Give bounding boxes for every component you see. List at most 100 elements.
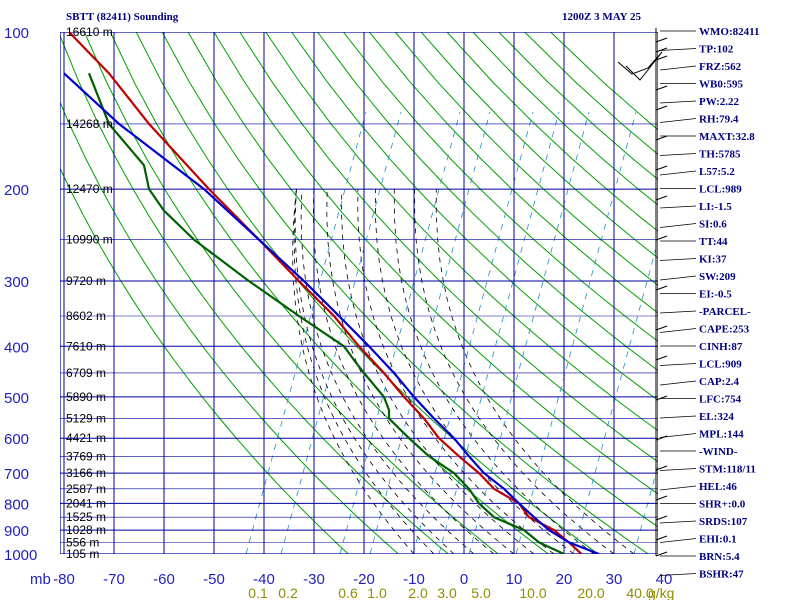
height-label: 5129 m — [66, 411, 106, 425]
mixing-ratio-line — [369, 111, 491, 554]
index-connector — [659, 48, 697, 51]
index-connector — [659, 433, 697, 438]
sounding-index: KI:37 — [699, 254, 727, 266]
moist-adiabat — [435, 189, 635, 554]
wind-barb — [655, 395, 668, 401]
mixing-ratio-label: 10.0 — [519, 585, 546, 600]
temperature-tick-label: -60 — [153, 571, 175, 588]
sounding-indices: WMO:82411 TP:102 FRZ:562 WB0:595 PW:2.22 RH:7… — [659, 26, 760, 581]
pressure-tick-label: 600 — [4, 431, 29, 448]
height-label: 2587 m — [66, 482, 106, 496]
dry-adiabat — [60, 34, 449, 554]
sounding-index: LI:-1.5 — [699, 201, 732, 213]
sounding-index: -WIND- — [699, 446, 738, 458]
sounding-index: HEL:46 — [699, 481, 737, 493]
sounding-index: L57:5.2 — [699, 166, 735, 178]
wind-barb — [655, 37, 668, 43]
index-connector — [659, 415, 697, 419]
wind-barb — [655, 515, 668, 521]
index-connector — [659, 65, 697, 71]
temperature-tick-label: -10 — [403, 571, 425, 588]
sounding-index: SRDS:107 — [699, 516, 748, 528]
mixing-ratio-label: 3.0 — [437, 585, 457, 600]
height-label: 3166 m — [66, 466, 106, 480]
temperature-tick-label: -40 — [253, 571, 275, 588]
mixing-ratio-label: 1.0 — [367, 585, 387, 600]
dry-adiabat — [472, 32, 658, 206]
pressure-tick-label: 100 — [4, 25, 29, 42]
wind-barb — [655, 165, 668, 171]
height-label: 9720 m — [66, 274, 106, 288]
index-connector — [659, 363, 697, 366]
wind-barb — [655, 325, 668, 331]
mixing-ratio-label: 2.0 — [408, 585, 428, 600]
wind-barb — [655, 195, 668, 201]
index-connector — [659, 328, 697, 333]
mixing-ratio-line — [468, 111, 590, 554]
wind-barb — [655, 235, 668, 241]
mixing-ratio-line — [339, 111, 461, 554]
pressure-tick-label: 800 — [4, 496, 29, 513]
temperature-tick-label: -50 — [203, 571, 225, 588]
height-label: 16610 m — [66, 25, 113, 39]
sounding-time: 1200Z 3 MAY 25 — [562, 11, 641, 23]
height-label: 7610 m — [66, 339, 106, 353]
sounding-index: RH:79.4 — [699, 114, 739, 126]
mixing-ratio-line — [245, 111, 367, 554]
index-connector — [659, 520, 697, 524]
sounding-index: BRN:5.4 — [699, 551, 740, 563]
wind-barb — [655, 495, 668, 501]
sounding-index: PW:2.22 — [699, 96, 740, 108]
sounding-index: CINH:87 — [699, 341, 743, 353]
index-connector — [659, 380, 697, 386]
mixing-ratio-label: 20.0 — [577, 585, 604, 600]
temperature-line — [68, 32, 583, 554]
height-label: 8602 m — [66, 309, 106, 323]
dry-adiabat — [524, 32, 658, 156]
sounding-index: WMO:82411 — [699, 26, 760, 38]
mixing-ratio-label: 0.2 — [278, 585, 298, 600]
wind-barb — [655, 465, 668, 471]
index-connector — [659, 485, 697, 491]
height-label: 6709 m — [66, 366, 106, 380]
temperature-tick-label: 10 — [506, 571, 523, 588]
sounding-index: BSHR:47 — [699, 569, 744, 581]
wind-barb — [655, 47, 668, 53]
mixing-ratio-label: 5.0 — [471, 585, 491, 600]
moist-adiabat — [357, 189, 555, 554]
pressure-tick-label: 200 — [4, 182, 29, 199]
dry-adiabat — [420, 32, 658, 259]
height-label: 1028 m — [66, 523, 106, 537]
mixing-ratio-line — [633, 464, 658, 554]
dry-adiabat — [135, 32, 599, 554]
pressure-tick-label: 700 — [4, 466, 29, 483]
index-connector — [659, 205, 697, 209]
index-connector — [659, 573, 697, 576]
profile-lines — [63, 32, 600, 554]
pressure-unit-label: mb — [30, 571, 51, 588]
mixing-ratio-line — [572, 239, 658, 554]
sounding-index: SHR+:0.0 — [699, 499, 746, 511]
pressure-tick-label: 1000 — [4, 547, 37, 564]
sounding-index: LFC:754 — [699, 394, 742, 406]
wind-barb — [655, 105, 668, 111]
background-lines — [60, 32, 658, 554]
index-connector — [659, 118, 697, 123]
moist-adiabat — [292, 189, 415, 554]
sounding-index: STM:118/11 — [699, 464, 756, 476]
wind-barb — [655, 535, 668, 541]
pressure-tick-label: 900 — [4, 523, 29, 540]
moist-adiabat — [341, 189, 535, 554]
mixing-ratio-label: 40.0 — [626, 585, 653, 600]
height-label: 1525 m — [66, 510, 106, 524]
mixing-ratio-line — [515, 111, 637, 554]
sounding-index: MPL:144 — [699, 429, 744, 441]
index-connector — [659, 170, 697, 176]
sounding-index: CAPE:253 — [699, 324, 750, 336]
mixing-ratio-label: 0.1 — [248, 585, 268, 600]
mixing-ratio-label: 0.6 — [338, 585, 358, 600]
sounding-index: SW:209 — [699, 271, 736, 283]
moist-adiabat — [414, 189, 615, 554]
